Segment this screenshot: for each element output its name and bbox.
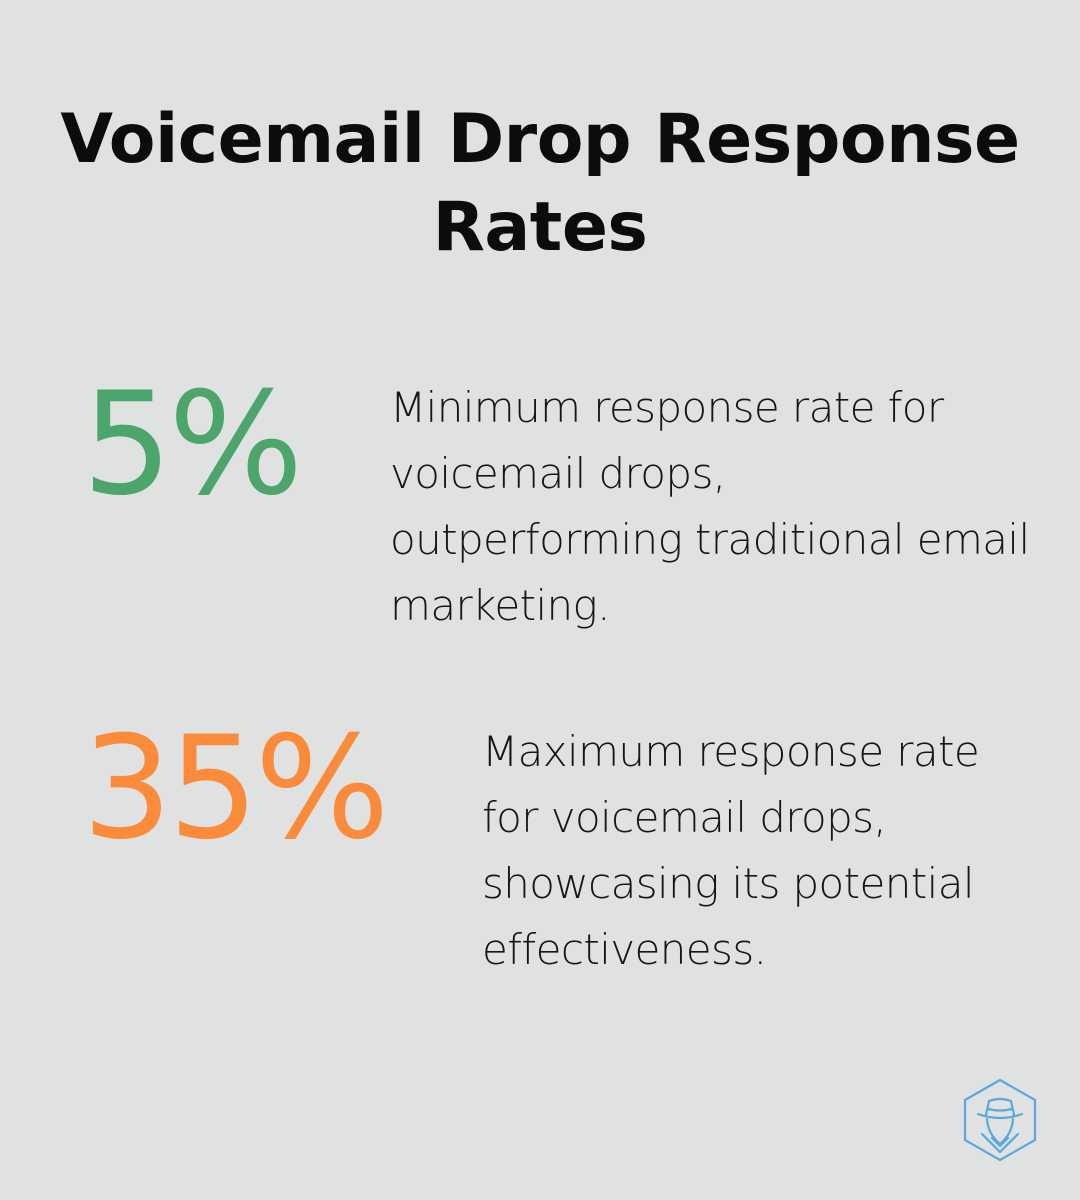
stat-maximum-description: Maximum response rate for voicemail drop… — [482, 727, 980, 974]
stat-minimum-value: 5% — [82, 362, 303, 527]
stat-minimum-description: Minimum response rate for voicemail drop… — [390, 383, 1030, 630]
spy-hexagon-icon — [963, 1078, 1037, 1162]
stat-maximum-value: 35% — [82, 706, 390, 871]
brand-logo — [962, 1078, 1038, 1162]
page-title: Voicemail Drop Response Rates — [60, 100, 1020, 267]
